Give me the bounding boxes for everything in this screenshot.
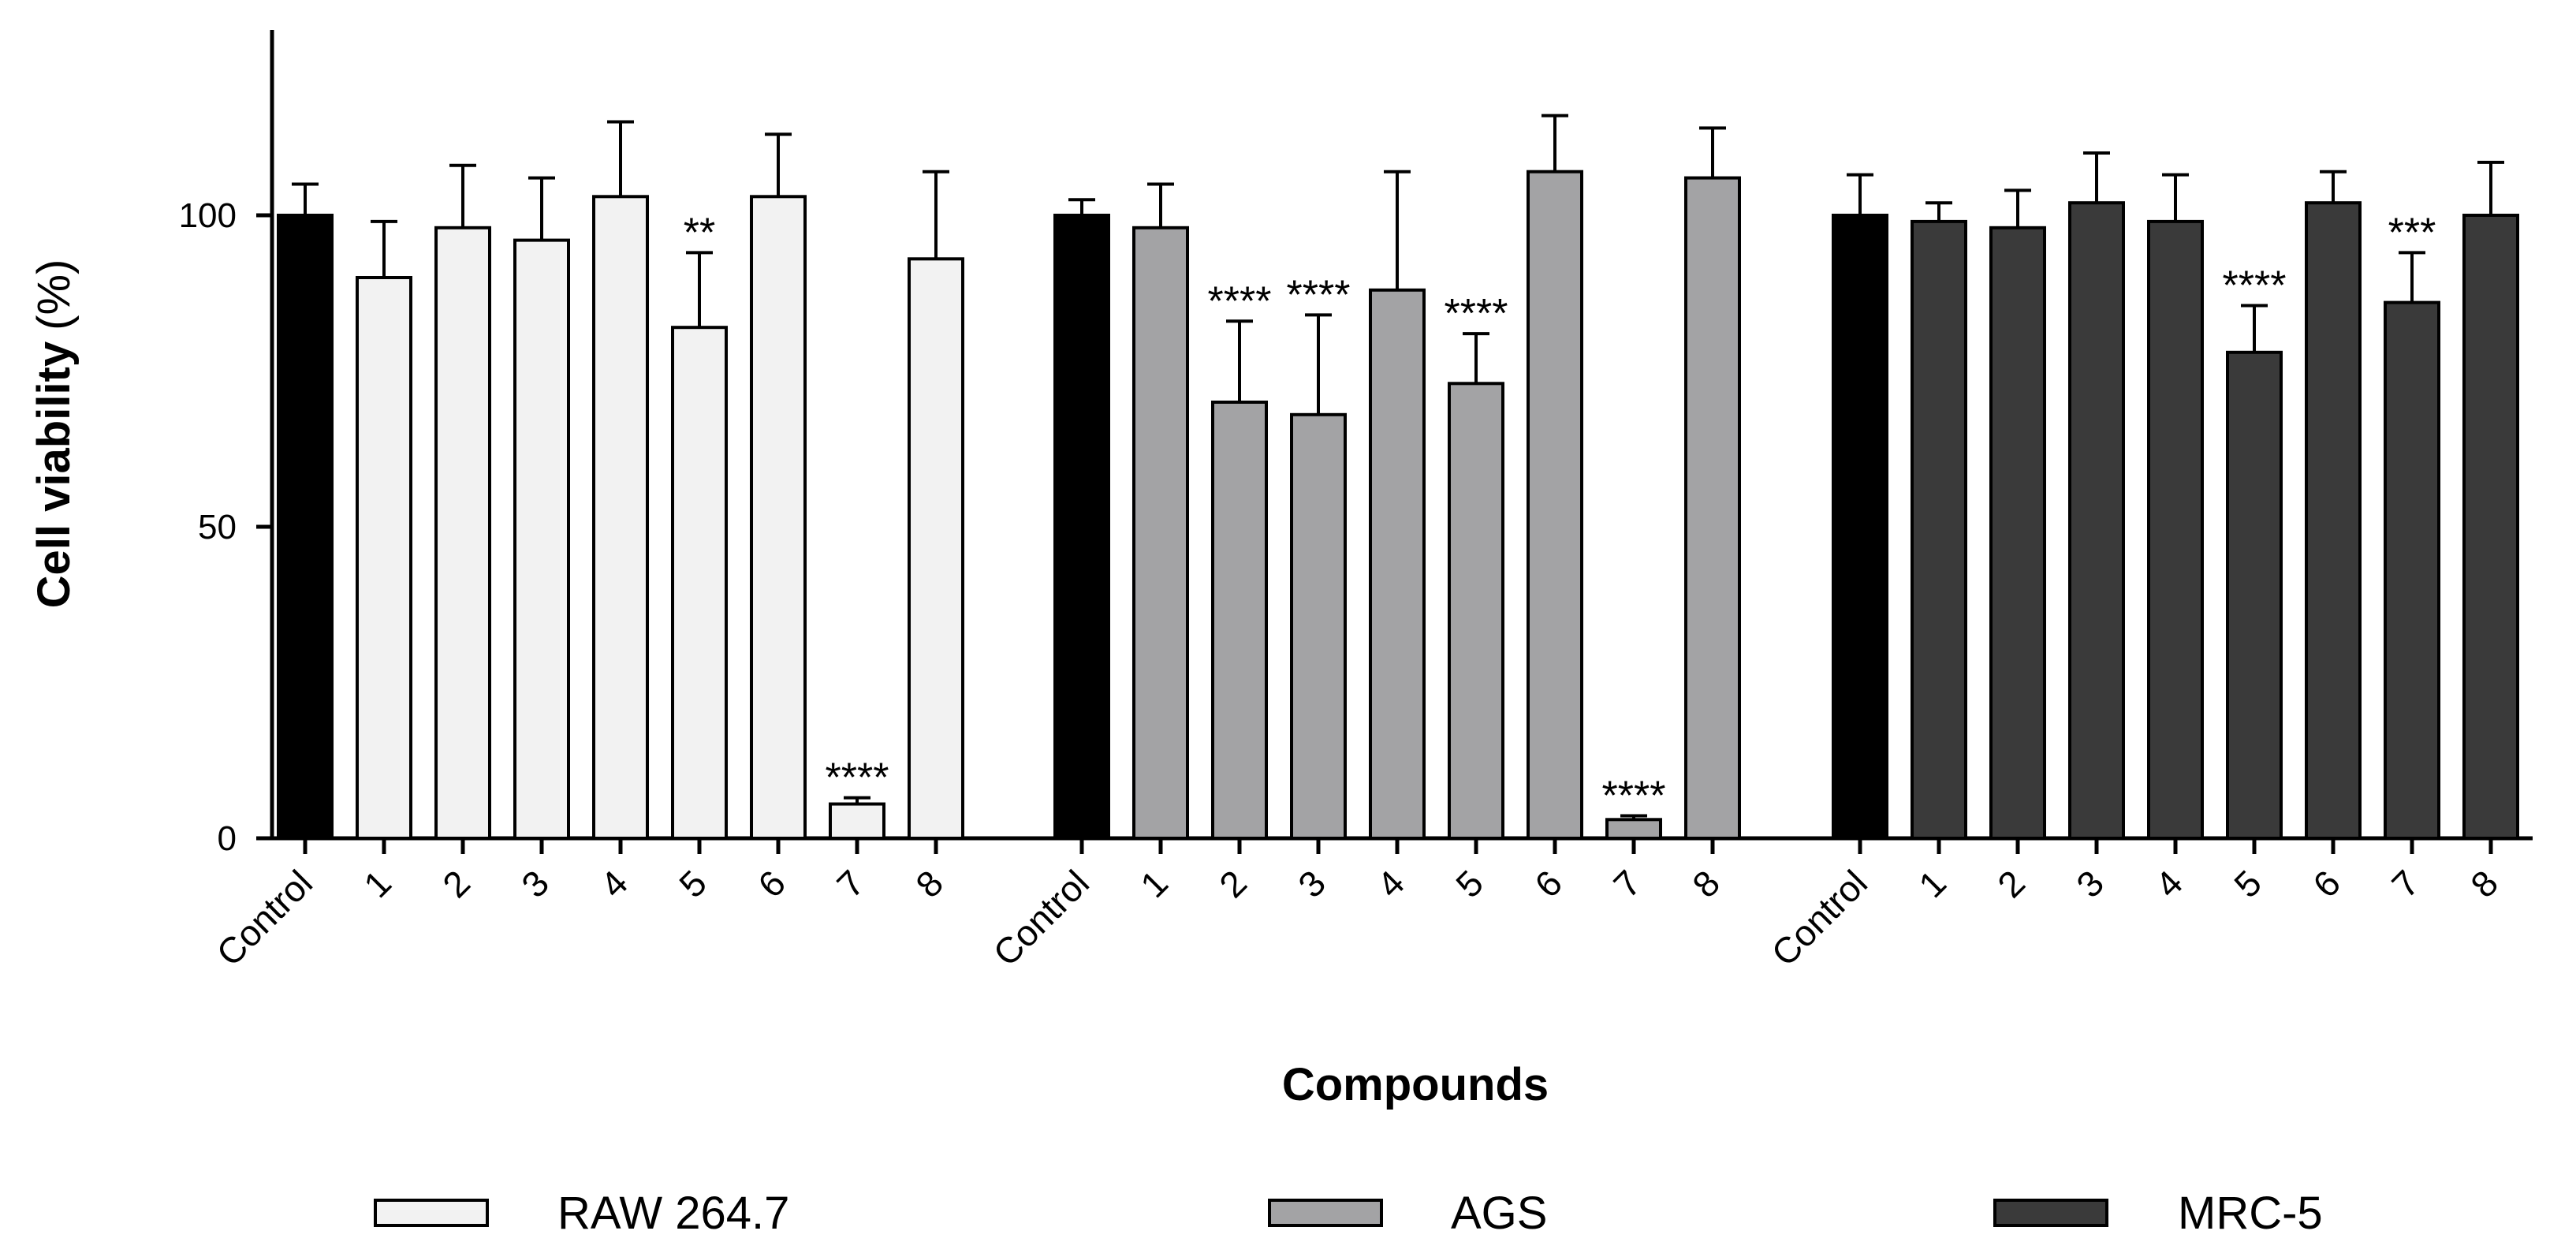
x-tick-label: Control	[985, 862, 1097, 974]
legend-label: MRC-5	[2178, 1188, 2323, 1239]
x-tick-label: 7	[829, 862, 872, 905]
x-tick-label: 3	[513, 862, 557, 905]
x-tick-label: 5	[2226, 862, 2269, 905]
significance-label: ****	[1287, 272, 1351, 318]
x-tick-label: 6	[1527, 862, 1570, 905]
bar	[750, 195, 807, 841]
bar	[829, 802, 885, 840]
legend-label: RAW 264.7	[557, 1188, 789, 1239]
x-tick-label: 4	[1369, 862, 1412, 905]
x-tick-label: 1	[1132, 862, 1176, 905]
significance-label: ****	[1602, 774, 1666, 819]
legend-swatch	[374, 1199, 489, 1227]
bar	[2384, 300, 2440, 841]
bar	[2462, 214, 2519, 840]
series-raw-264-7: ******	[277, 120, 964, 841]
bar	[1911, 219, 1967, 840]
x-tick-label: 4	[2147, 862, 2190, 905]
bar	[356, 276, 412, 840]
x-tick-label: 5	[671, 862, 714, 905]
x-axis-title: Compounds	[1282, 1059, 1549, 1110]
x-tick-label: 6	[750, 862, 793, 905]
legend-label: AGS	[1451, 1188, 1548, 1239]
bar	[1369, 288, 1426, 840]
legend-item: RAW 264.7	[374, 1188, 789, 1239]
x-ticks: Control 1 2 3 4 5 6 7 8 Control 1 2 3 4 5 6 7 8 Control 1 2 3…	[208, 838, 2506, 974]
significance-label: ****	[1208, 278, 1272, 324]
bar	[1053, 214, 1110, 840]
significance-label: ****	[1445, 291, 1508, 337]
y-tick-label: 50	[198, 508, 237, 546]
y-tick-label: 100	[179, 196, 237, 235]
bar	[2147, 219, 2204, 840]
x-tick-label: 8	[1684, 862, 1728, 905]
y-axis-title-unit: (%)	[28, 259, 80, 330]
bar	[1684, 176, 1741, 841]
bar	[1527, 170, 1583, 840]
bar	[2305, 201, 2362, 840]
x-tick-label: 8	[2462, 862, 2506, 905]
x-tick-label: 7	[2384, 862, 2427, 905]
bar	[2226, 350, 2283, 840]
bar	[513, 238, 570, 841]
bar	[1290, 412, 1347, 840]
x-tick-label: 8	[908, 862, 951, 905]
legend-item: AGS	[1268, 1188, 1548, 1239]
bar	[1211, 401, 1268, 840]
x-tick-label: Control	[208, 862, 320, 974]
bar	[1132, 226, 1189, 840]
series-ags: **** **** **** ****	[1053, 114, 1741, 841]
bar	[908, 257, 964, 840]
bars: ********** **** ***************	[277, 114, 2519, 841]
y-ticks: 0 50 100	[179, 196, 272, 858]
x-tick-label: 5	[1448, 862, 1491, 905]
legend: RAW 264.7 AGS MRC-5	[374, 1188, 2323, 1239]
x-tick-label: Control	[1763, 862, 1875, 974]
x-tick-label: 2	[1989, 862, 2033, 905]
bar	[1448, 382, 1504, 840]
x-tick-label: 2	[434, 862, 478, 905]
x-tick-label: 6	[2305, 862, 2348, 905]
y-tick-label: 0	[218, 819, 237, 858]
y-axis-title: Cell viability (%)	[28, 259, 80, 609]
significance-label: ****	[826, 755, 889, 801]
legend-swatch	[1993, 1199, 2108, 1227]
legend-swatch	[1268, 1199, 1383, 1227]
bar	[277, 214, 334, 840]
bar	[1832, 214, 1888, 840]
bar	[592, 195, 649, 841]
x-tick-label: 4	[592, 862, 636, 905]
bar	[2068, 201, 2125, 840]
y-axis-title-main: Cell viability	[28, 341, 80, 608]
bar	[671, 326, 728, 840]
significance-label: **	[684, 210, 715, 256]
x-tick-label: 3	[2068, 862, 2112, 905]
x-tick-label: 1	[356, 862, 399, 905]
x-tick-label: 7	[1605, 862, 1649, 905]
bar	[1605, 818, 1662, 841]
significance-label: ****	[2223, 263, 2287, 309]
x-tick-label: 2	[1211, 862, 1254, 905]
x-tick-label: 3	[1290, 862, 1333, 905]
bar	[1989, 226, 2046, 840]
significance-label: ***	[2388, 210, 2436, 256]
x-tick-label: 1	[1911, 862, 1954, 905]
legend-item: MRC-5	[1993, 1188, 2323, 1239]
bar	[434, 226, 491, 840]
series-mrc-5: *******	[1832, 151, 2519, 841]
